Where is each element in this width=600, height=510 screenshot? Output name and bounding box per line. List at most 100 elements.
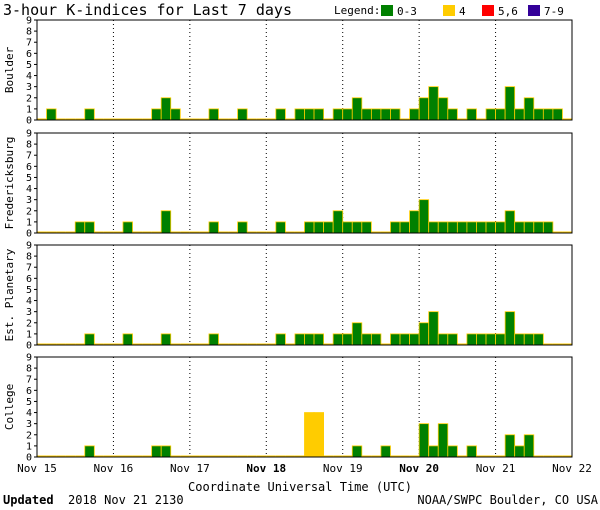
bar: [218, 231, 229, 233]
bar: [457, 118, 467, 120]
bar: [361, 221, 372, 234]
bar: [332, 210, 344, 234]
bar: [304, 221, 315, 234]
bar: [370, 333, 382, 346]
bar: [342, 221, 353, 234]
bar: [266, 343, 276, 345]
bar: [523, 221, 535, 234]
bar: [65, 231, 76, 233]
bar: [428, 221, 439, 234]
bar: [132, 343, 143, 345]
bar: [170, 108, 181, 121]
bar: [504, 86, 516, 121]
bar: [409, 210, 420, 234]
bar: [228, 231, 238, 233]
legend-item-label: 5,6: [498, 5, 518, 18]
x-tick-label: Nov 19: [323, 462, 363, 475]
panel-frame: [36, 19, 573, 121]
bar: [380, 108, 391, 121]
bar: [65, 343, 76, 345]
bar: [313, 333, 324, 346]
bar: [189, 231, 200, 233]
bar: [313, 412, 324, 458]
bar: [542, 108, 554, 121]
bar: [113, 343, 123, 345]
bar: [142, 455, 152, 457]
bar: [208, 108, 219, 121]
bar: [122, 221, 133, 234]
bar: [562, 343, 572, 345]
bar: [37, 118, 47, 120]
bar: [37, 343, 47, 345]
bar: [84, 108, 95, 121]
bar: [447, 333, 458, 346]
bar: [332, 333, 344, 346]
bar: [228, 118, 238, 120]
bar: [323, 118, 334, 120]
bar: [437, 97, 449, 121]
bar: [84, 333, 95, 346]
bar: [208, 455, 219, 457]
legend-label: Legend:: [334, 4, 380, 17]
bar: [485, 108, 496, 121]
y-tick-label: 1: [26, 104, 32, 115]
bar: [313, 221, 324, 234]
bar: [266, 455, 276, 457]
y-tick-label: 4: [26, 408, 32, 419]
y-tick-label: 7: [26, 263, 32, 274]
chart-title: 3-hour K-indices for Last 7 days: [3, 1, 292, 19]
bar: [151, 445, 162, 458]
legend: 0-3 4 5,6 7-9: [381, 5, 564, 18]
y-tick-label: 1: [26, 441, 32, 452]
bar: [514, 333, 525, 346]
bar: [208, 221, 219, 234]
y-tick-label: 6: [26, 49, 32, 60]
bar: [247, 118, 257, 120]
bar: [294, 455, 305, 457]
bar: [294, 231, 305, 233]
bar: [380, 343, 391, 345]
bar: [199, 455, 209, 457]
y-tick-label: 9: [26, 16, 32, 27]
bar: [485, 333, 496, 346]
bar: [437, 423, 449, 458]
bar: [409, 333, 420, 346]
legend-swatch: [443, 5, 455, 16]
bar: [361, 108, 372, 121]
bar: [418, 322, 430, 346]
bar: [160, 97, 172, 121]
bar: [400, 118, 410, 120]
bar: [476, 221, 487, 234]
bar: [523, 333, 535, 346]
bar: [457, 343, 467, 345]
bar: [457, 455, 467, 457]
bar: [237, 455, 248, 457]
bar: [160, 210, 172, 234]
bar: [399, 333, 410, 346]
y-tick-label: 9: [26, 129, 32, 140]
y-tick-label: 3: [26, 82, 32, 93]
bar: [94, 118, 104, 120]
bar: [285, 231, 295, 233]
bar: [74, 221, 86, 234]
bar: [562, 231, 572, 233]
y-tick-label: 1: [26, 217, 32, 228]
bar: [390, 333, 401, 346]
legend-item-label: 7-9: [544, 5, 564, 18]
y-tick-label: 2: [26, 430, 32, 441]
bar: [418, 423, 430, 458]
bar: [256, 231, 267, 233]
bar: [294, 333, 305, 346]
y-tick-label: 5: [26, 285, 32, 296]
bar: [562, 118, 572, 120]
bar: [543, 455, 553, 457]
bar: [313, 108, 324, 121]
bar: [113, 118, 123, 120]
bar: [199, 231, 209, 233]
bar: [180, 231, 190, 233]
x-tick-label: Nov 22: [552, 462, 592, 475]
